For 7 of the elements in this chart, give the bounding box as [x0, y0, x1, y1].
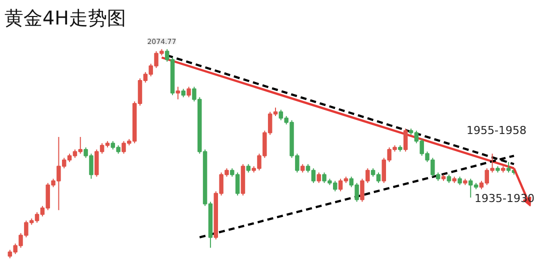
- candlestick: [316, 172, 321, 184]
- chart-title: 黄金4H走势图: [4, 8, 126, 30]
- candlestick: [176, 86, 180, 100]
- candlestick: [403, 128, 408, 152]
- candlestick: [506, 162, 511, 173]
- annotation: 1955-1958: [466, 124, 526, 137]
- candlestick: [186, 86, 191, 98]
